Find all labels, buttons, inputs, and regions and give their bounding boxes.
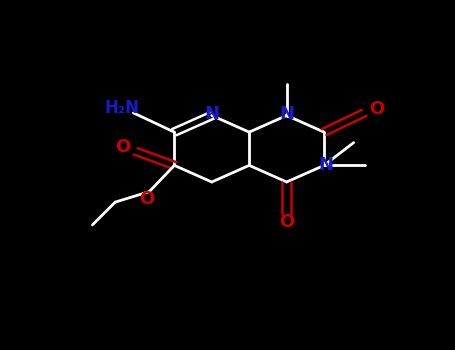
Text: O: O — [115, 138, 131, 156]
Text: N: N — [279, 105, 294, 123]
Text: O: O — [369, 100, 384, 118]
Text: O: O — [139, 190, 155, 208]
Text: H₂N: H₂N — [105, 99, 140, 117]
Text: N: N — [318, 156, 334, 174]
Text: O: O — [279, 213, 294, 231]
Text: N: N — [204, 105, 219, 123]
